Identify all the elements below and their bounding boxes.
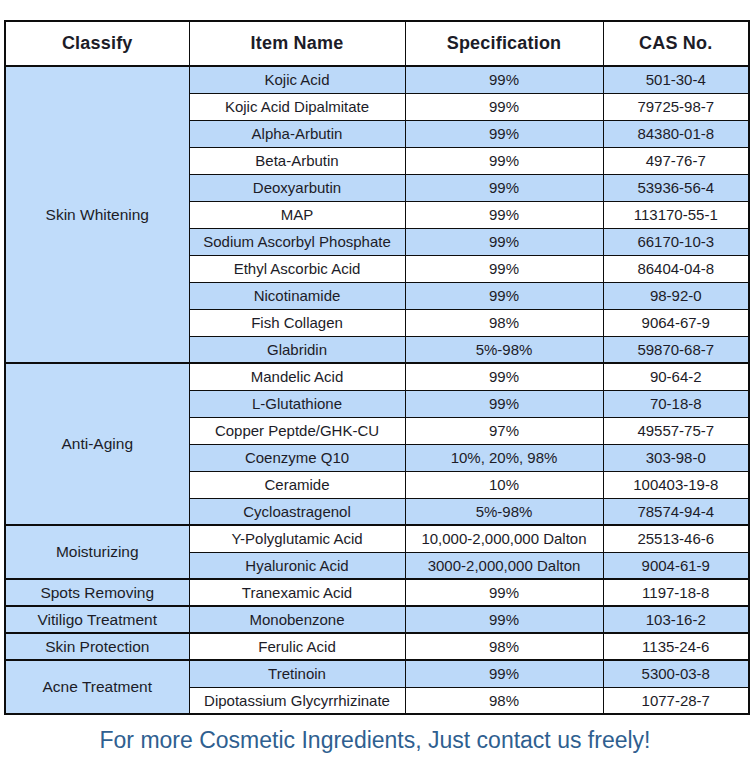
item-name-cell: MAP: [189, 201, 405, 228]
table-row: Skin ProtectionFerulic Acid98%1135-24-6: [5, 633, 749, 660]
table-row: Anti-AgingMandelic Acid99%90-64-2: [5, 363, 749, 390]
item-name-cell: Hyaluronic Acid: [189, 552, 405, 579]
specification-cell: 3000-2,000,000 Dalton: [405, 552, 603, 579]
specification-cell: 99%: [405, 363, 603, 390]
item-name-cell: L-Glutathione: [189, 390, 405, 417]
item-name-cell: Tranexamic Acid: [189, 579, 405, 606]
specification-cell: 99%: [405, 255, 603, 282]
footer-note: For more Cosmetic Ingredients, Just cont…: [0, 727, 750, 754]
item-name-cell: Alpha-Arbutin: [189, 120, 405, 147]
specification-cell: 99%: [405, 147, 603, 174]
ingredients-table-wrap: Classify Item Name Specification CAS No.…: [0, 0, 750, 715]
cas-no-cell: 49557-75-7: [603, 417, 749, 444]
cas-no-cell: 1077-28-7: [603, 687, 749, 714]
cas-no-cell: 497-76-7: [603, 147, 749, 174]
cas-no-cell: 5300-03-8: [603, 660, 749, 687]
cas-no-cell: 78574-94-4: [603, 498, 749, 525]
classify-cell: Acne Treatment: [5, 660, 189, 714]
item-name-cell: Ethyl Ascorbic Acid: [189, 255, 405, 282]
classify-cell: Anti-Aging: [5, 363, 189, 525]
classify-cell: Spots Removing: [5, 579, 189, 606]
cas-no-cell: 59870-68-7: [603, 336, 749, 363]
item-name-cell: Deoxyarbutin: [189, 174, 405, 201]
cas-no-cell: 98-92-0: [603, 282, 749, 309]
cas-no-cell: 86404-04-8: [603, 255, 749, 282]
item-name-cell: Ferulic Acid: [189, 633, 405, 660]
item-name-cell: Ceramide: [189, 471, 405, 498]
cas-no-cell: 303-98-0: [603, 444, 749, 471]
cas-no-cell: 100403-19-8: [603, 471, 749, 498]
specification-cell: 97%: [405, 417, 603, 444]
classify-cell: Moisturizing: [5, 525, 189, 579]
item-name-cell: Glabridin: [189, 336, 405, 363]
header-classify: Classify: [5, 21, 189, 66]
item-name-cell: Kojic Acid: [189, 66, 405, 93]
table-row: MoisturizingY-Polyglutamic Acid10,000-2,…: [5, 525, 749, 552]
specification-cell: 5%-98%: [405, 498, 603, 525]
cas-no-cell: 90-64-2: [603, 363, 749, 390]
header-row: Classify Item Name Specification CAS No.: [5, 21, 749, 66]
cas-no-cell: 79725-98-7: [603, 93, 749, 120]
cas-no-cell: 1197-18-8: [603, 579, 749, 606]
specification-cell: 99%: [405, 579, 603, 606]
header-specification: Specification: [405, 21, 603, 66]
cas-no-cell: 25513-46-6: [603, 525, 749, 552]
classify-cell: Vitiligo Treatment: [5, 606, 189, 633]
specification-cell: 98%: [405, 309, 603, 336]
cas-no-cell: 1135-24-6: [603, 633, 749, 660]
specification-cell: 10,000-2,000,000 Dalton: [405, 525, 603, 552]
cas-no-cell: 70-18-8: [603, 390, 749, 417]
item-name-cell: Coenzyme Q10: [189, 444, 405, 471]
specification-cell: 98%: [405, 687, 603, 714]
cas-no-cell: 113170-55-1: [603, 201, 749, 228]
table-row: Spots RemovingTranexamic Acid99%1197-18-…: [5, 579, 749, 606]
ingredients-table: Classify Item Name Specification CAS No.…: [4, 20, 750, 715]
cas-no-cell: 9064-67-9: [603, 309, 749, 336]
cas-no-cell: 66170-10-3: [603, 228, 749, 255]
item-name-cell: Nicotinamide: [189, 282, 405, 309]
cas-no-cell: 9004-61-9: [603, 552, 749, 579]
cas-no-cell: 103-16-2: [603, 606, 749, 633]
header-item-name: Item Name: [189, 21, 405, 66]
specification-cell: 99%: [405, 390, 603, 417]
table-body: Skin WhiteningKojic Acid99%501-30-4Kojic…: [5, 66, 749, 714]
specification-cell: 98%: [405, 633, 603, 660]
table-row: Skin WhiteningKojic Acid99%501-30-4: [5, 66, 749, 93]
item-name-cell: Fish Collagen: [189, 309, 405, 336]
item-name-cell: Kojic Acid Dipalmitate: [189, 93, 405, 120]
specification-cell: 10%: [405, 471, 603, 498]
cas-no-cell: 53936-56-4: [603, 174, 749, 201]
header-cas-no: CAS No.: [603, 21, 749, 66]
specification-cell: 10%, 20%, 98%: [405, 444, 603, 471]
specification-cell: 99%: [405, 93, 603, 120]
specification-cell: 99%: [405, 201, 603, 228]
item-name-cell: Mandelic Acid: [189, 363, 405, 390]
specification-cell: 99%: [405, 606, 603, 633]
item-name-cell: Beta-Arbutin: [189, 147, 405, 174]
specification-cell: 99%: [405, 174, 603, 201]
item-name-cell: Copper Peptde/GHK-CU: [189, 417, 405, 444]
classify-cell: Skin Protection: [5, 633, 189, 660]
item-name-cell: Dipotassium Glycyrrhizinate: [189, 687, 405, 714]
specification-cell: 99%: [405, 66, 603, 93]
item-name-cell: Tretinoin: [189, 660, 405, 687]
item-name-cell: Cycloastragenol: [189, 498, 405, 525]
specification-cell: 99%: [405, 660, 603, 687]
cas-no-cell: 501-30-4: [603, 66, 749, 93]
cas-no-cell: 84380-01-8: [603, 120, 749, 147]
table-row: Acne TreatmentTretinoin99%5300-03-8: [5, 660, 749, 687]
specification-cell: 99%: [405, 228, 603, 255]
classify-cell: Skin Whitening: [5, 66, 189, 363]
table-row: Vitiligo TreatmentMonobenzone99%103-16-2: [5, 606, 749, 633]
specification-cell: 5%-98%: [405, 336, 603, 363]
specification-cell: 99%: [405, 282, 603, 309]
item-name-cell: Sodium Ascorbyl Phosphate: [189, 228, 405, 255]
specification-cell: 99%: [405, 120, 603, 147]
item-name-cell: Y-Polyglutamic Acid: [189, 525, 405, 552]
item-name-cell: Monobenzone: [189, 606, 405, 633]
